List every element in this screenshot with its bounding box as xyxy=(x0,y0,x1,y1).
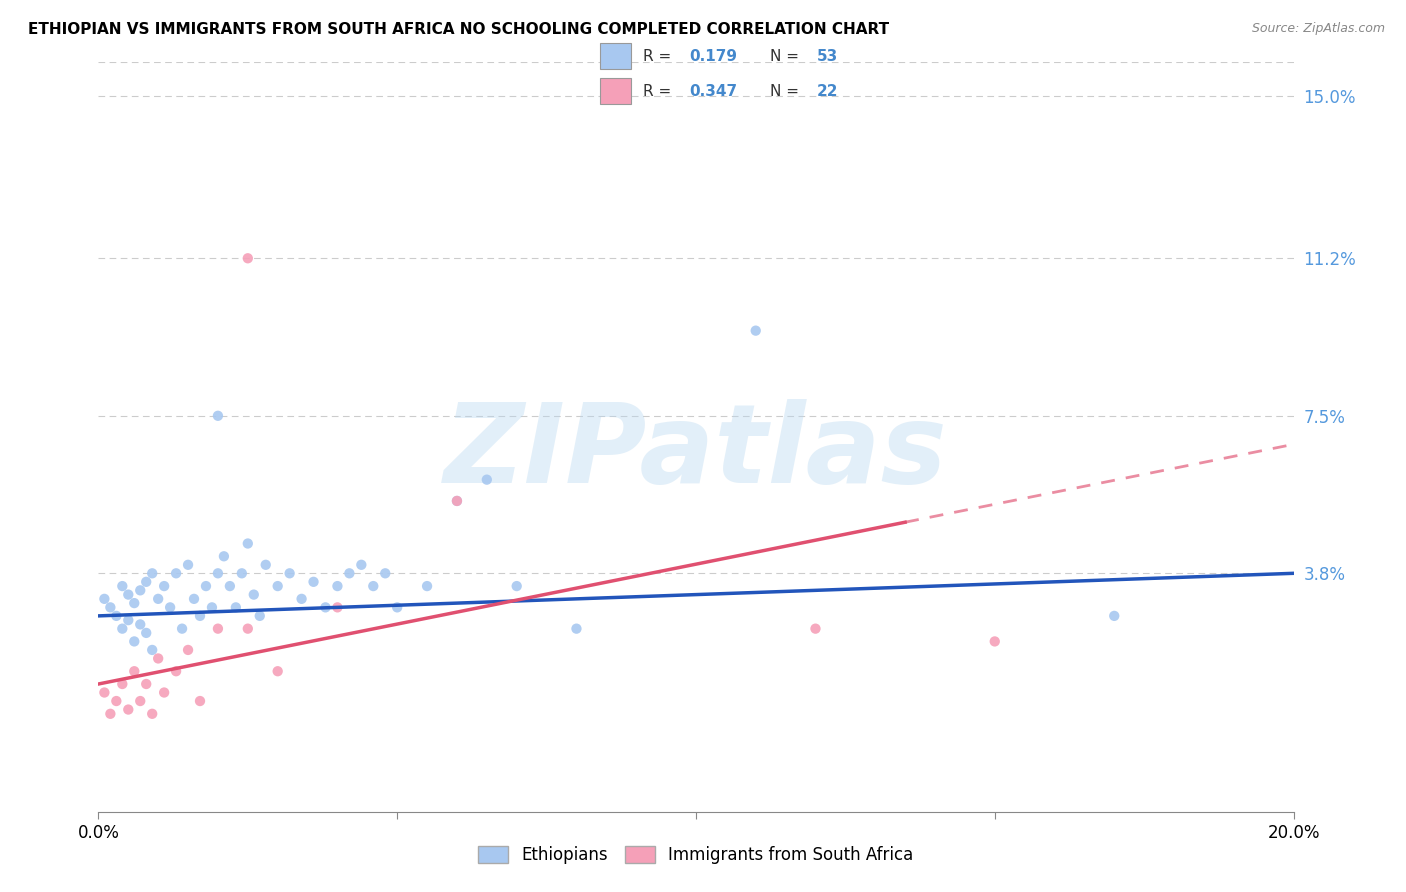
Text: 0.179: 0.179 xyxy=(689,49,738,63)
Point xyxy=(363,579,385,593)
Point xyxy=(236,622,259,636)
Point xyxy=(148,591,170,606)
Point xyxy=(117,702,139,716)
Point xyxy=(207,566,229,581)
Point xyxy=(93,685,115,699)
Point xyxy=(207,622,229,636)
Point xyxy=(177,558,200,572)
Text: 0.347: 0.347 xyxy=(689,84,738,98)
Point xyxy=(302,574,325,589)
Point xyxy=(219,579,242,593)
Point xyxy=(446,494,468,508)
Text: ETHIOPIAN VS IMMIGRANTS FROM SOUTH AFRICA NO SCHOOLING COMPLETED CORRELATION CHA: ETHIOPIAN VS IMMIGRANTS FROM SOUTH AFRIC… xyxy=(28,22,889,37)
Point xyxy=(278,566,301,581)
Point xyxy=(124,664,146,679)
Point xyxy=(188,608,211,623)
Point xyxy=(212,549,235,564)
Point xyxy=(416,579,439,593)
Point xyxy=(267,664,290,679)
Point xyxy=(124,596,146,610)
Point xyxy=(98,706,122,721)
Point xyxy=(315,600,337,615)
Point xyxy=(111,622,134,636)
Point xyxy=(117,613,139,627)
Point xyxy=(385,600,409,615)
Bar xyxy=(600,44,631,69)
Point xyxy=(745,324,768,338)
Point xyxy=(111,579,134,593)
Point xyxy=(129,617,152,632)
Point xyxy=(201,600,224,615)
Point xyxy=(475,473,498,487)
Point xyxy=(1104,608,1126,623)
Point xyxy=(350,558,373,572)
Point xyxy=(183,591,205,606)
Point xyxy=(446,494,468,508)
Text: R =: R = xyxy=(643,84,676,98)
Point xyxy=(177,643,200,657)
Point xyxy=(129,583,152,598)
Point xyxy=(565,622,588,636)
Point xyxy=(231,566,253,581)
Text: Source: ZipAtlas.com: Source: ZipAtlas.com xyxy=(1251,22,1385,36)
Point xyxy=(195,579,218,593)
Point xyxy=(165,566,187,581)
Point xyxy=(243,588,266,602)
Point xyxy=(117,588,139,602)
Point xyxy=(129,694,152,708)
Point xyxy=(135,626,157,640)
Point xyxy=(141,706,163,721)
Text: ZIPatlas: ZIPatlas xyxy=(444,399,948,506)
Point xyxy=(98,600,122,615)
Text: 53: 53 xyxy=(817,49,838,63)
Point xyxy=(804,622,827,636)
Point xyxy=(188,694,211,708)
Point xyxy=(105,608,128,623)
Point xyxy=(148,651,170,665)
Point xyxy=(291,591,314,606)
Point xyxy=(225,600,247,615)
Point xyxy=(339,566,361,581)
Point xyxy=(326,579,349,593)
Point xyxy=(141,643,163,657)
Point xyxy=(141,566,163,581)
Point xyxy=(236,536,259,550)
Point xyxy=(93,591,115,606)
Point xyxy=(165,664,187,679)
Bar xyxy=(600,78,631,104)
Text: N =: N = xyxy=(770,49,804,63)
Point xyxy=(105,694,128,708)
Legend: Ethiopians, Immigrants from South Africa: Ethiopians, Immigrants from South Africa xyxy=(471,839,921,871)
Point xyxy=(153,579,176,593)
Point xyxy=(111,677,134,691)
Point xyxy=(172,622,194,636)
Point xyxy=(374,566,396,581)
Point xyxy=(267,579,290,593)
Point xyxy=(326,600,349,615)
Point xyxy=(153,685,176,699)
Point xyxy=(236,252,259,266)
Point xyxy=(984,634,1007,648)
Point xyxy=(159,600,181,615)
Point xyxy=(135,574,157,589)
Point xyxy=(135,677,157,691)
Text: N =: N = xyxy=(770,84,804,98)
Point xyxy=(124,634,146,648)
Point xyxy=(207,409,229,423)
Text: 22: 22 xyxy=(817,84,838,98)
Point xyxy=(249,608,271,623)
Point xyxy=(254,558,277,572)
Point xyxy=(506,579,529,593)
Text: R =: R = xyxy=(643,49,676,63)
